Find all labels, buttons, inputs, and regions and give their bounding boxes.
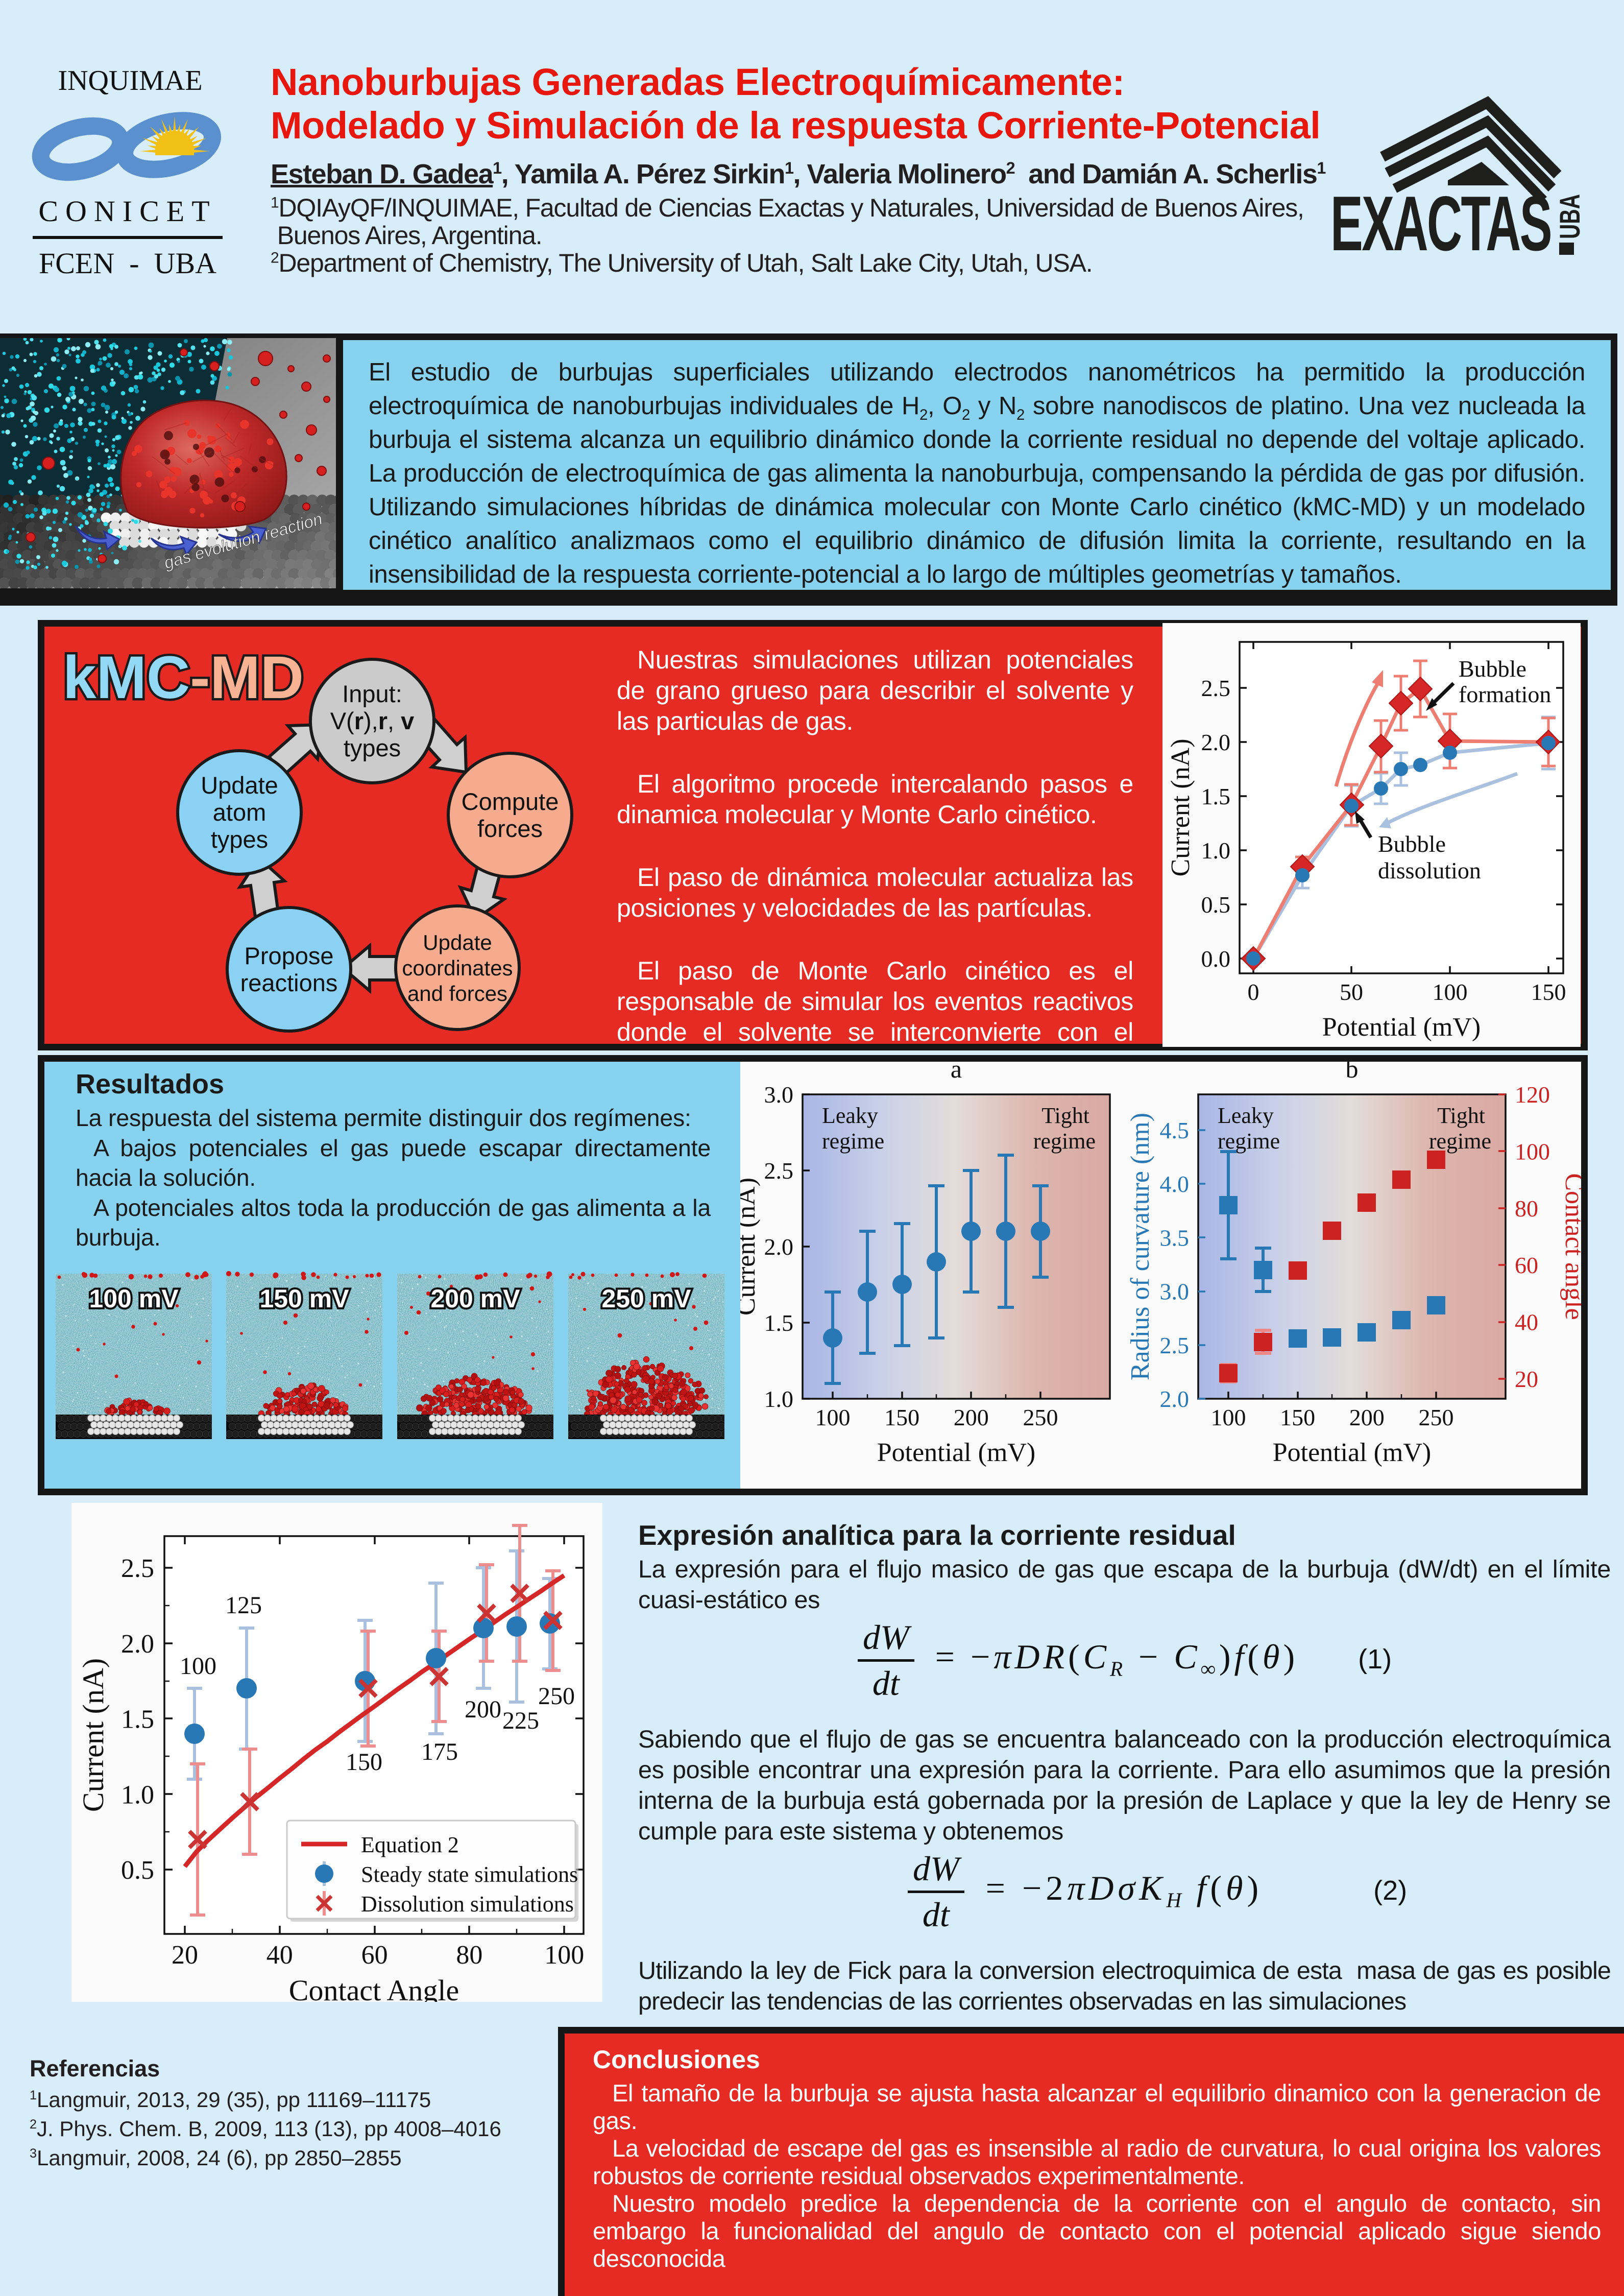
svg-text:reactions: reactions [240,969,338,996]
svg-text:Bubble: Bubble [1378,831,1446,857]
svg-text:Tight: Tight [1437,1103,1485,1128]
svg-text:175: 175 [421,1738,458,1765]
svg-text:4.5: 4.5 [1160,1117,1190,1143]
svg-text:Dissolution simulations: Dissolution simulations [361,1892,574,1917]
svg-text:100: 100 [1211,1404,1246,1430]
svg-text:4.0: 4.0 [1160,1171,1190,1197]
svg-text:kMC-MD: kMC-MD [63,644,304,711]
svg-text:coordinates: coordinates [402,956,513,980]
svg-text:20: 20 [172,1941,198,1970]
svg-text:100: 100 [180,1653,216,1680]
svg-text:Input:: Input: [342,680,402,707]
svg-text:3.0: 3.0 [1160,1279,1190,1305]
svg-text:regime: regime [1429,1129,1491,1154]
svg-text:50: 50 [1340,979,1363,1005]
svg-text:150: 150 [346,1749,382,1776]
svg-text:250: 250 [1023,1404,1058,1430]
svg-text:2.5: 2.5 [1160,1332,1190,1358]
svg-text:2.0: 2.0 [764,1234,794,1260]
svg-text:0: 0 [1248,979,1259,1005]
svg-text:Tight: Tight [1041,1103,1089,1128]
svg-text:200: 200 [1349,1404,1385,1430]
svg-text:atom: atom [213,799,266,826]
svg-text:Potential (mV): Potential (mV) [1322,1013,1481,1042]
svg-text:Contact Angle: Contact Angle [289,1974,459,2002]
svg-text:a: a [951,1062,962,1083]
svg-text:1.0: 1.0 [1201,838,1231,864]
svg-text:Contact angle: Contact angle [1560,1173,1581,1320]
svg-text:Current (nA): Current (nA) [740,1178,761,1316]
svg-text:2.5: 2.5 [1201,675,1231,701]
svg-text:Compute: Compute [462,788,559,815]
svg-text:and forces: and forces [407,982,507,1006]
svg-text:2.5: 2.5 [121,1554,154,1583]
svg-text:1.5: 1.5 [764,1310,794,1336]
svg-text:2.5: 2.5 [764,1158,794,1184]
svg-text:Leaky: Leaky [1218,1103,1274,1128]
svg-text:120: 120 [1515,1082,1550,1108]
svg-text:forces: forces [477,815,543,842]
svg-text:Bubble: Bubble [1459,656,1526,682]
svg-text:150: 150 [1280,1404,1315,1430]
svg-text:250: 250 [538,1683,575,1710]
svg-text:150: 150 [884,1404,919,1430]
svg-text:225: 225 [502,1707,539,1734]
svg-text:types: types [344,734,401,761]
svg-text:0.5: 0.5 [1201,892,1231,918]
svg-text:1.0: 1.0 [121,1780,154,1809]
svg-text:Potential (mV): Potential (mV) [1273,1438,1432,1467]
svg-text:200: 200 [954,1404,989,1430]
svg-text:Current (nA): Current (nA) [77,1658,110,1812]
svg-text:150 mV: 150 mV [259,1284,349,1313]
svg-text:100 mV: 100 mV [89,1284,179,1313]
svg-text:Propose: Propose [244,942,333,969]
svg-text:0.0: 0.0 [1201,946,1231,972]
svg-text:100: 100 [815,1404,851,1430]
svg-text:3.5: 3.5 [1160,1225,1190,1251]
svg-text:60: 60 [361,1941,388,1970]
svg-text:Current (nA): Current (nA) [1166,738,1195,876]
svg-text:Steady state simulations: Steady state simulations [361,1862,578,1887]
svg-text:100: 100 [544,1941,584,1970]
svg-text:0.5: 0.5 [121,1856,154,1885]
svg-text:80: 80 [1515,1195,1538,1222]
svg-text:Radius of curvature (nm): Radius of curvature (nm) [1126,1113,1155,1380]
svg-text:dissolution: dissolution [1378,857,1481,883]
svg-text:Leaky: Leaky [822,1103,878,1128]
svg-text:regime: regime [822,1129,884,1154]
svg-text:Update: Update [423,930,492,954]
svg-text:formation: formation [1459,681,1551,707]
svg-text:2.0: 2.0 [1201,729,1231,755]
svg-text:100: 100 [1433,979,1468,1005]
svg-text:regime: regime [1033,1129,1096,1154]
svg-text:2.0: 2.0 [121,1630,154,1659]
svg-text:1.0: 1.0 [764,1386,794,1412]
svg-text:Update: Update [201,772,278,799]
svg-text:40: 40 [266,1941,293,1970]
svg-text:2.0: 2.0 [1160,1386,1190,1412]
svg-text:80: 80 [456,1941,482,1970]
svg-text:EXACTAS: EXACTAS [1330,180,1551,263]
svg-text:250 mV: 250 mV [601,1284,691,1313]
svg-text:3.0: 3.0 [764,1082,794,1108]
svg-text:Equation 2: Equation 2 [361,1832,459,1857]
svg-text:b: b [1346,1062,1359,1083]
svg-text:100: 100 [1515,1138,1550,1164]
svg-text:Potential (mV): Potential (mV) [877,1438,1036,1467]
svg-text:125: 125 [225,1592,262,1619]
svg-text:regime: regime [1218,1129,1280,1154]
svg-text:V(r),r, v: V(r),r, v [330,707,415,734]
svg-text:40: 40 [1515,1309,1538,1335]
svg-text:1.5: 1.5 [121,1705,154,1734]
svg-text:20: 20 [1515,1366,1538,1392]
svg-text:60: 60 [1515,1252,1538,1278]
svg-text:200: 200 [465,1696,501,1723]
svg-text:UBA: UBA [1554,194,1586,239]
svg-text:types: types [211,826,268,853]
svg-text:150: 150 [1531,979,1566,1005]
svg-text:200 mV: 200 mV [430,1284,520,1313]
svg-text:1.5: 1.5 [1201,783,1231,809]
svg-text:250: 250 [1418,1404,1453,1430]
